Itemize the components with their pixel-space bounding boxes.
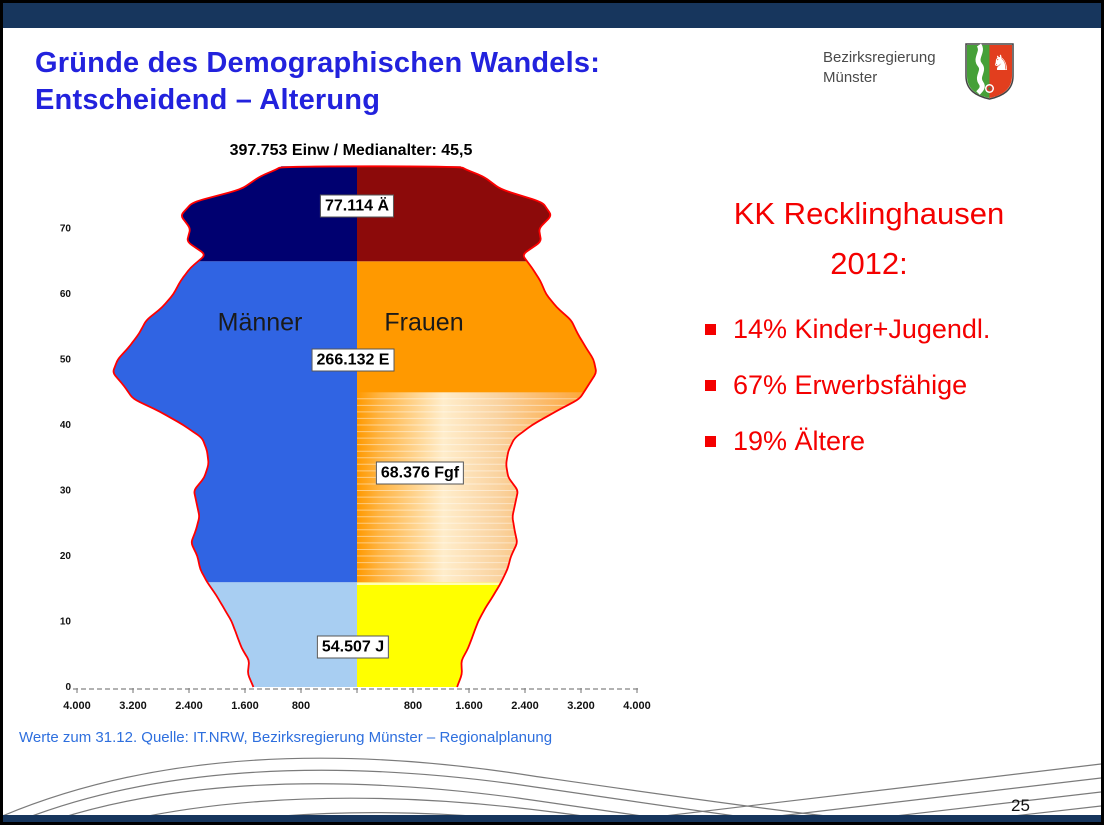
panel-heading: KK Recklinghausen 2012: (683, 189, 1055, 289)
key-facts-panel: KK Recklinghausen 2012: 14% Kinder+Jugen… (683, 189, 1055, 479)
bullet-item: 19% Ältere (705, 423, 1055, 460)
segment-label-jugend: 54.507 J (316, 635, 390, 659)
svg-text:4.000: 4.000 (623, 700, 651, 712)
bullet-list: 14% Kinder+Jugendl. 67% Erwerbsfähige 19… (683, 311, 1055, 460)
population-pyramid-svg: 4.000 3.200 2.400 1.600 800 800 1.600 2.400 3.20… (60, 165, 651, 712)
chart-title: 397.753 Einw / Medianalter: 45,5 (229, 142, 473, 159)
nrw-coat-of-arms-icon: ♞ (965, 43, 1014, 100)
svg-text:2.400: 2.400 (175, 700, 203, 712)
slide-title-line2: Entscheidend – Alterung (35, 84, 381, 116)
bullet-square-icon (705, 324, 716, 335)
top-accent-bar (3, 3, 1101, 28)
svg-text:800: 800 (292, 700, 310, 712)
segment-label-fgf: 68.376 Fgf (375, 461, 465, 485)
horse-icon: ♞ (992, 52, 1011, 75)
panel-heading-line1: KK Recklinghausen (733, 196, 1005, 231)
svg-text:10: 10 (60, 617, 72, 628)
bullet-text: 14% Kinder+Jugendl. (733, 314, 991, 344)
svg-text:2.400: 2.400 (511, 700, 539, 712)
page-number: 25 (1011, 796, 1030, 815)
bullet-item: 67% Erwerbsfähige (705, 367, 1055, 404)
bullet-item: 14% Kinder+Jugendl. (705, 311, 1055, 348)
segment-label-aeltere: 77.114 Ä (319, 194, 395, 218)
svg-text:60: 60 (60, 289, 72, 300)
svg-text:4.000: 4.000 (63, 700, 91, 712)
svg-text:40: 40 (60, 420, 72, 431)
bullet-square-icon (705, 380, 716, 391)
svg-text:50: 50 (60, 355, 72, 366)
svg-text:1.600: 1.600 (455, 700, 483, 712)
svg-text:3.200: 3.200 (567, 700, 595, 712)
svg-text:800: 800 (404, 700, 422, 712)
slide-title: Gründe des Demographischen Wandels: Ents… (35, 45, 795, 119)
svg-text:1.600: 1.600 (231, 700, 259, 712)
org-name: Bezirksregierung Münster (823, 48, 936, 88)
source-note: Werte zum 31.12. Quelle: IT.NRW, Bezirks… (19, 729, 553, 746)
svg-text:20: 20 (60, 551, 72, 562)
bullet-text: 19% Ältere (733, 426, 866, 456)
female-side-label: Frauen (384, 308, 464, 337)
bottom-accent-bar (3, 815, 1101, 822)
svg-text:0: 0 (65, 682, 71, 693)
bullet-text: 67% Erwerbsfähige (733, 370, 968, 400)
org-name-line1: Bezirksregierung (823, 49, 936, 66)
org-name-line2: Münster (823, 69, 878, 86)
population-pyramid-chart: 4.000 3.200 2.400 1.600 800 800 1.600 2.400 3.20… (3, 133, 693, 733)
svg-text:3.200: 3.200 (119, 700, 147, 712)
decorative-swoosh-lines (3, 757, 1101, 819)
segment-label-erwerbsfaehige: 266.132 E (311, 348, 395, 372)
male-side-label: Männer (217, 308, 303, 337)
panel-heading-line2: 2012: (830, 246, 908, 281)
slide-title-line1: Gründe des Demographischen Wandels: (35, 47, 601, 79)
bullet-square-icon (705, 436, 716, 447)
svg-text:70: 70 (60, 224, 72, 235)
svg-text:30: 30 (60, 486, 72, 497)
